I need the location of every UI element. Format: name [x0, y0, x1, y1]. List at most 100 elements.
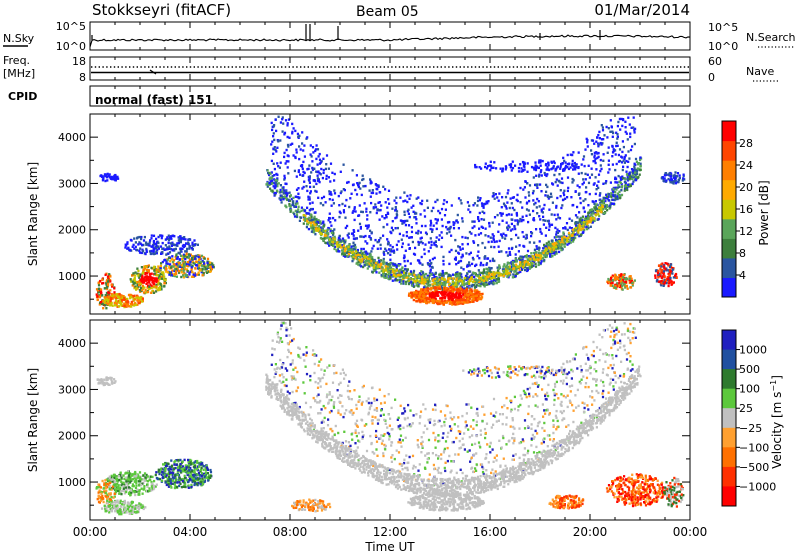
heatmap-cell — [105, 291, 108, 295]
heatmap-cell — [346, 248, 349, 252]
heatmap-cell — [478, 280, 481, 284]
heatmap-cell — [177, 251, 180, 255]
heatmap-cell — [483, 202, 486, 206]
heatmap-cell — [428, 262, 431, 266]
heatmap-cell — [376, 188, 379, 191]
heatmap-cell — [616, 124, 619, 128]
heatmap-cell — [175, 275, 178, 278]
heatmap-cell — [146, 281, 149, 284]
heatmap-cell — [152, 291, 155, 294]
heatmap-cell — [559, 243, 562, 246]
heatmap-cell — [367, 225, 370, 229]
heatmap-cell — [526, 268, 529, 272]
heatmap-cell — [548, 208, 551, 211]
heatmap-cell — [619, 128, 622, 131]
heatmap-cell — [623, 189, 626, 192]
heatmap-cell — [441, 224, 444, 228]
heatmap-cell — [106, 275, 110, 278]
heatmap-cell — [211, 265, 214, 269]
heatmap-cell — [594, 214, 597, 217]
heatmap-cell — [461, 243, 464, 246]
heatmap-cell — [444, 283, 447, 286]
heatmap-cell — [457, 197, 461, 200]
heatmap-cell — [519, 201, 522, 204]
heatmap-cell — [273, 174, 276, 177]
heatmap-cell — [597, 213, 600, 216]
heatmap-cell — [179, 240, 182, 244]
heatmap-cell — [610, 125, 613, 128]
heatmap-cell — [317, 178, 320, 182]
heatmap-cell — [454, 249, 458, 253]
heatmap-cell — [385, 262, 388, 266]
heatmap-cell — [448, 262, 451, 266]
heatmap-cell — [441, 277, 444, 281]
heatmap-cell — [142, 281, 146, 284]
heatmap-cell — [517, 250, 520, 253]
heatmap-cell — [195, 260, 198, 263]
heatmap-cell — [443, 292, 447, 295]
heatmap-cell — [630, 183, 633, 186]
heatmap-cell — [295, 200, 299, 203]
heatmap-cell — [577, 172, 580, 175]
heatmap-cell — [296, 132, 299, 136]
heatmap-cell — [634, 176, 637, 180]
heatmap-cell — [150, 234, 153, 237]
heatmap-cell — [194, 257, 197, 260]
heatmap-cell — [575, 224, 578, 228]
heatmap-cell — [596, 152, 599, 155]
heatmap-cell — [529, 255, 532, 258]
heatmap-cell — [275, 179, 279, 183]
heatmap-cell — [150, 272, 153, 275]
heatmap-cell — [293, 212, 296, 216]
heatmap-cell — [364, 234, 367, 238]
heatmap-cell — [383, 253, 386, 256]
heatmap-cell — [568, 231, 571, 235]
heatmap-cell — [161, 260, 164, 264]
heatmap-cell — [305, 218, 308, 221]
heatmap-cell — [474, 272, 477, 275]
heatmap-cell — [366, 242, 369, 245]
heatmap-cell — [542, 251, 545, 255]
heatmap-cell — [179, 265, 182, 268]
heatmap-cell — [530, 258, 533, 261]
heatmap-cell — [186, 247, 189, 251]
heatmap-cell — [402, 276, 405, 279]
heatmap-cell — [585, 217, 588, 220]
heatmap-cell — [590, 173, 594, 176]
heatmap-cell — [466, 294, 469, 297]
heatmap-cell — [342, 209, 345, 212]
heatmap-cell — [161, 250, 164, 254]
heatmap-cell — [618, 148, 622, 151]
heatmap-cell — [435, 236, 438, 239]
heatmap-cell — [125, 304, 128, 307]
heatmap-cell — [283, 189, 286, 192]
heatmap-cell — [152, 234, 156, 237]
heatmap-cell — [321, 237, 324, 240]
heatmap-cell — [391, 220, 394, 223]
heatmap-cell — [138, 241, 141, 244]
heatmap-cell — [553, 173, 556, 177]
heatmap-cell — [173, 243, 177, 247]
heatmap-cell — [474, 294, 477, 298]
heatmap-cell — [179, 250, 182, 253]
heatmap-cell — [638, 173, 641, 176]
heatmap-cell — [339, 191, 342, 195]
heatmap-cell — [174, 255, 177, 259]
heatmap-cell — [502, 202, 506, 205]
heatmap-cell — [454, 295, 458, 298]
heatmap-cell — [171, 260, 175, 264]
heatmap-cell — [491, 221, 494, 224]
heatmap-cell — [419, 237, 422, 240]
heatmap-cell — [544, 247, 548, 250]
heatmap-cell — [97, 290, 100, 294]
heatmap-cell — [148, 250, 152, 253]
heatmap-cell — [376, 240, 379, 244]
heatmap-cell — [100, 291, 103, 295]
heatmap-cell — [452, 294, 455, 298]
heatmap-cell — [305, 137, 308, 140]
heatmap-cell — [446, 221, 450, 224]
heatmap-cell — [624, 185, 627, 188]
heatmap-cell — [478, 290, 481, 294]
heatmap-cell — [155, 290, 158, 293]
